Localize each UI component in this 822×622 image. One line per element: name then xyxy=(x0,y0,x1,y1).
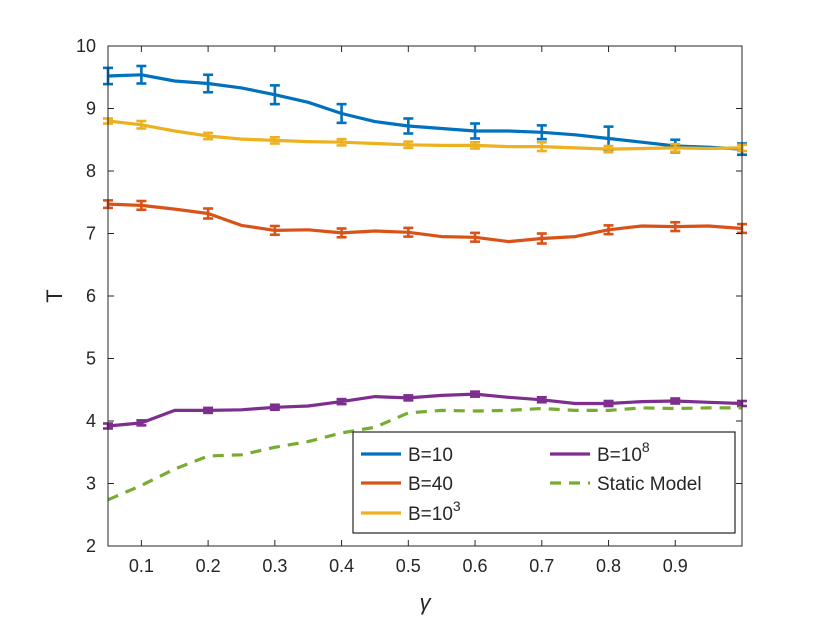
y-tick-label: 6 xyxy=(86,286,96,306)
y-tick-label: 4 xyxy=(86,411,96,431)
y-tick-label: 5 xyxy=(86,349,96,369)
legend-entry-1: B=40 xyxy=(408,474,453,495)
legend-label-exponent: 8 xyxy=(642,439,650,455)
y-axis-label: T xyxy=(42,289,67,302)
y-tick-label: 7 xyxy=(86,224,96,244)
legend-label: B=40 xyxy=(408,474,453,495)
x-tick-label: 0.2 xyxy=(196,556,221,576)
x-tick-label: 0.7 xyxy=(529,556,554,576)
x-tick-label: 0.3 xyxy=(262,556,287,576)
x-tick-label: 0.6 xyxy=(463,556,488,576)
legend-label-exponent: 3 xyxy=(453,498,461,514)
legend-label: Static Model xyxy=(597,474,702,495)
y-tick-label: 8 xyxy=(86,161,96,181)
legend-entry-0: B=10 xyxy=(408,445,453,466)
legend-entry-4: Static Model xyxy=(597,474,702,495)
x-tick-label: 0.9 xyxy=(663,556,688,576)
y-tick-label: 3 xyxy=(86,474,96,494)
legend-label: B=10 xyxy=(408,445,453,466)
legend-label: B=10 xyxy=(597,445,642,466)
legend-label: B=10 xyxy=(408,504,453,525)
x-tick-label: 0.4 xyxy=(329,556,354,576)
x-tick-label: 0.8 xyxy=(596,556,621,576)
x-axis-label: γ xyxy=(420,590,433,615)
y-tick-label: 10 xyxy=(76,36,96,56)
x-tick-label: 0.1 xyxy=(129,556,154,576)
y-tick-label: 9 xyxy=(86,99,96,119)
x-tick-label: 0.5 xyxy=(396,556,421,576)
y-tick-label: 2 xyxy=(86,536,96,556)
